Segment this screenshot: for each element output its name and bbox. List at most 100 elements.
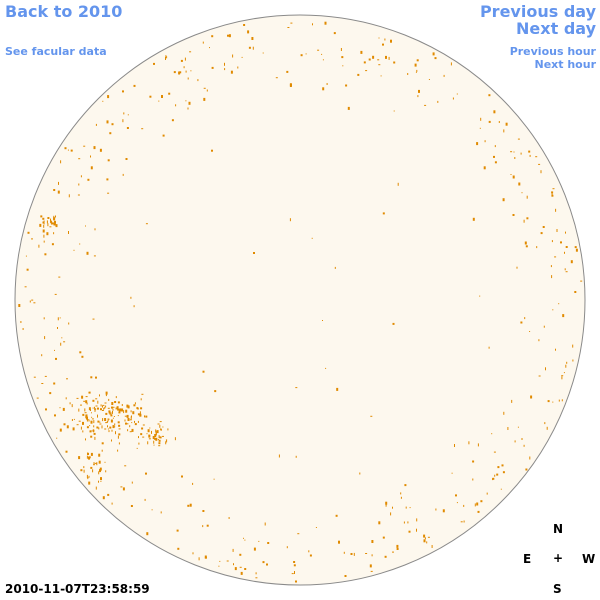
facula-dot bbox=[43, 317, 45, 320]
facula-dot bbox=[561, 399, 563, 402]
facula-dot bbox=[44, 336, 46, 340]
facula-dot bbox=[472, 478, 474, 481]
facula-dot bbox=[126, 414, 129, 418]
facula-dot bbox=[437, 100, 439, 103]
compass-center: + bbox=[553, 551, 564, 565]
facula-dot bbox=[91, 418, 94, 420]
facula-dot bbox=[145, 415, 148, 418]
facula-dot bbox=[53, 232, 55, 235]
facula-dot bbox=[95, 398, 98, 400]
facula-dot bbox=[141, 128, 144, 130]
facula-dot bbox=[214, 390, 217, 393]
facula-dot bbox=[148, 434, 151, 438]
facula-dot bbox=[151, 430, 152, 434]
facula-dot bbox=[66, 378, 68, 380]
facula-dot bbox=[159, 421, 162, 423]
facula-dot bbox=[107, 407, 110, 409]
facula-dot bbox=[558, 399, 560, 402]
facular-link[interactable]: See facular data bbox=[5, 45, 107, 58]
facula-dot bbox=[322, 320, 323, 321]
facula-dot bbox=[189, 51, 192, 53]
facula-dot bbox=[90, 420, 93, 424]
facula-dot bbox=[295, 455, 297, 458]
facula-dot bbox=[102, 100, 104, 102]
facula-dot bbox=[393, 61, 396, 64]
facula-dot bbox=[134, 423, 137, 426]
facula-dot bbox=[118, 409, 120, 412]
facula-dot bbox=[167, 428, 169, 431]
facula-dot bbox=[113, 426, 116, 428]
facula-dot bbox=[99, 423, 102, 425]
facula-dot bbox=[472, 217, 475, 221]
facula-dot bbox=[552, 188, 555, 190]
facula-dot bbox=[27, 231, 30, 234]
facula-dot bbox=[428, 79, 430, 80]
facula-dot bbox=[51, 222, 53, 225]
facula-dot bbox=[137, 413, 140, 416]
facula-dot bbox=[311, 237, 313, 239]
facula-dot bbox=[113, 416, 115, 417]
facula-dot bbox=[86, 455, 88, 459]
facula-dot bbox=[334, 266, 336, 269]
facula-dot bbox=[129, 419, 132, 421]
facula-dot bbox=[234, 567, 237, 571]
previous-day-link[interactable]: Previous day bbox=[479, 2, 596, 21]
facula-dot bbox=[105, 412, 108, 415]
facula-dot bbox=[463, 520, 465, 523]
compass-west: W bbox=[582, 552, 596, 566]
facula-dot bbox=[393, 110, 395, 112]
facula-dot bbox=[93, 464, 95, 466]
facula-dot bbox=[525, 468, 528, 471]
facula-dot bbox=[92, 318, 95, 320]
facula-dot bbox=[68, 194, 70, 198]
facula-dot bbox=[73, 249, 75, 251]
back-link[interactable]: Back to 2010 bbox=[5, 2, 123, 21]
facula-dot bbox=[77, 194, 80, 196]
facula-dot bbox=[85, 400, 88, 404]
facula-dot bbox=[502, 471, 505, 474]
facula-dot bbox=[293, 564, 296, 567]
facula-dot bbox=[133, 84, 136, 87]
facula-dot bbox=[160, 428, 162, 431]
facula-dot bbox=[518, 182, 521, 186]
facula-dot bbox=[131, 428, 134, 432]
previous-hour-link[interactable]: Previous hour bbox=[509, 45, 596, 58]
facula-dot bbox=[111, 439, 112, 442]
facula-dot bbox=[65, 397, 67, 400]
facula-dot bbox=[550, 265, 552, 268]
facula-dot bbox=[124, 415, 127, 417]
facula-dot bbox=[492, 478, 494, 481]
facula-dot bbox=[347, 106, 350, 110]
facula-dot bbox=[94, 436, 96, 440]
facula-dot bbox=[501, 464, 504, 467]
next-day-link[interactable]: Next day bbox=[516, 19, 596, 38]
next-hour-link[interactable]: Next hour bbox=[534, 58, 597, 71]
facula-dot bbox=[551, 191, 554, 194]
facula-dot bbox=[115, 431, 116, 435]
facula-dot bbox=[177, 547, 180, 550]
facula-dot bbox=[322, 87, 325, 91]
facula-dot bbox=[29, 300, 31, 303]
facula-dot bbox=[224, 68, 226, 71]
facula-dot bbox=[97, 400, 99, 404]
facula-dot bbox=[204, 555, 207, 559]
facula-dot bbox=[542, 226, 545, 228]
facula-dot bbox=[540, 170, 542, 174]
facula-dot bbox=[494, 474, 496, 477]
facula-dot bbox=[117, 435, 119, 439]
facula-dot bbox=[90, 409, 91, 411]
facula-dot bbox=[46, 220, 48, 224]
facula-dot bbox=[93, 420, 95, 424]
facula-dot bbox=[131, 481, 133, 484]
faculae bbox=[18, 21, 583, 583]
facula-dot bbox=[20, 321, 22, 323]
facula-dot bbox=[454, 444, 455, 447]
facula-dot bbox=[115, 407, 117, 410]
facula-dot bbox=[538, 339, 540, 342]
facula-dot bbox=[372, 55, 375, 59]
facula-dot bbox=[63, 423, 66, 426]
facula-dot bbox=[131, 422, 133, 424]
facula-dot bbox=[107, 95, 109, 98]
facula-dot bbox=[107, 493, 110, 496]
facula-dot bbox=[253, 252, 255, 254]
